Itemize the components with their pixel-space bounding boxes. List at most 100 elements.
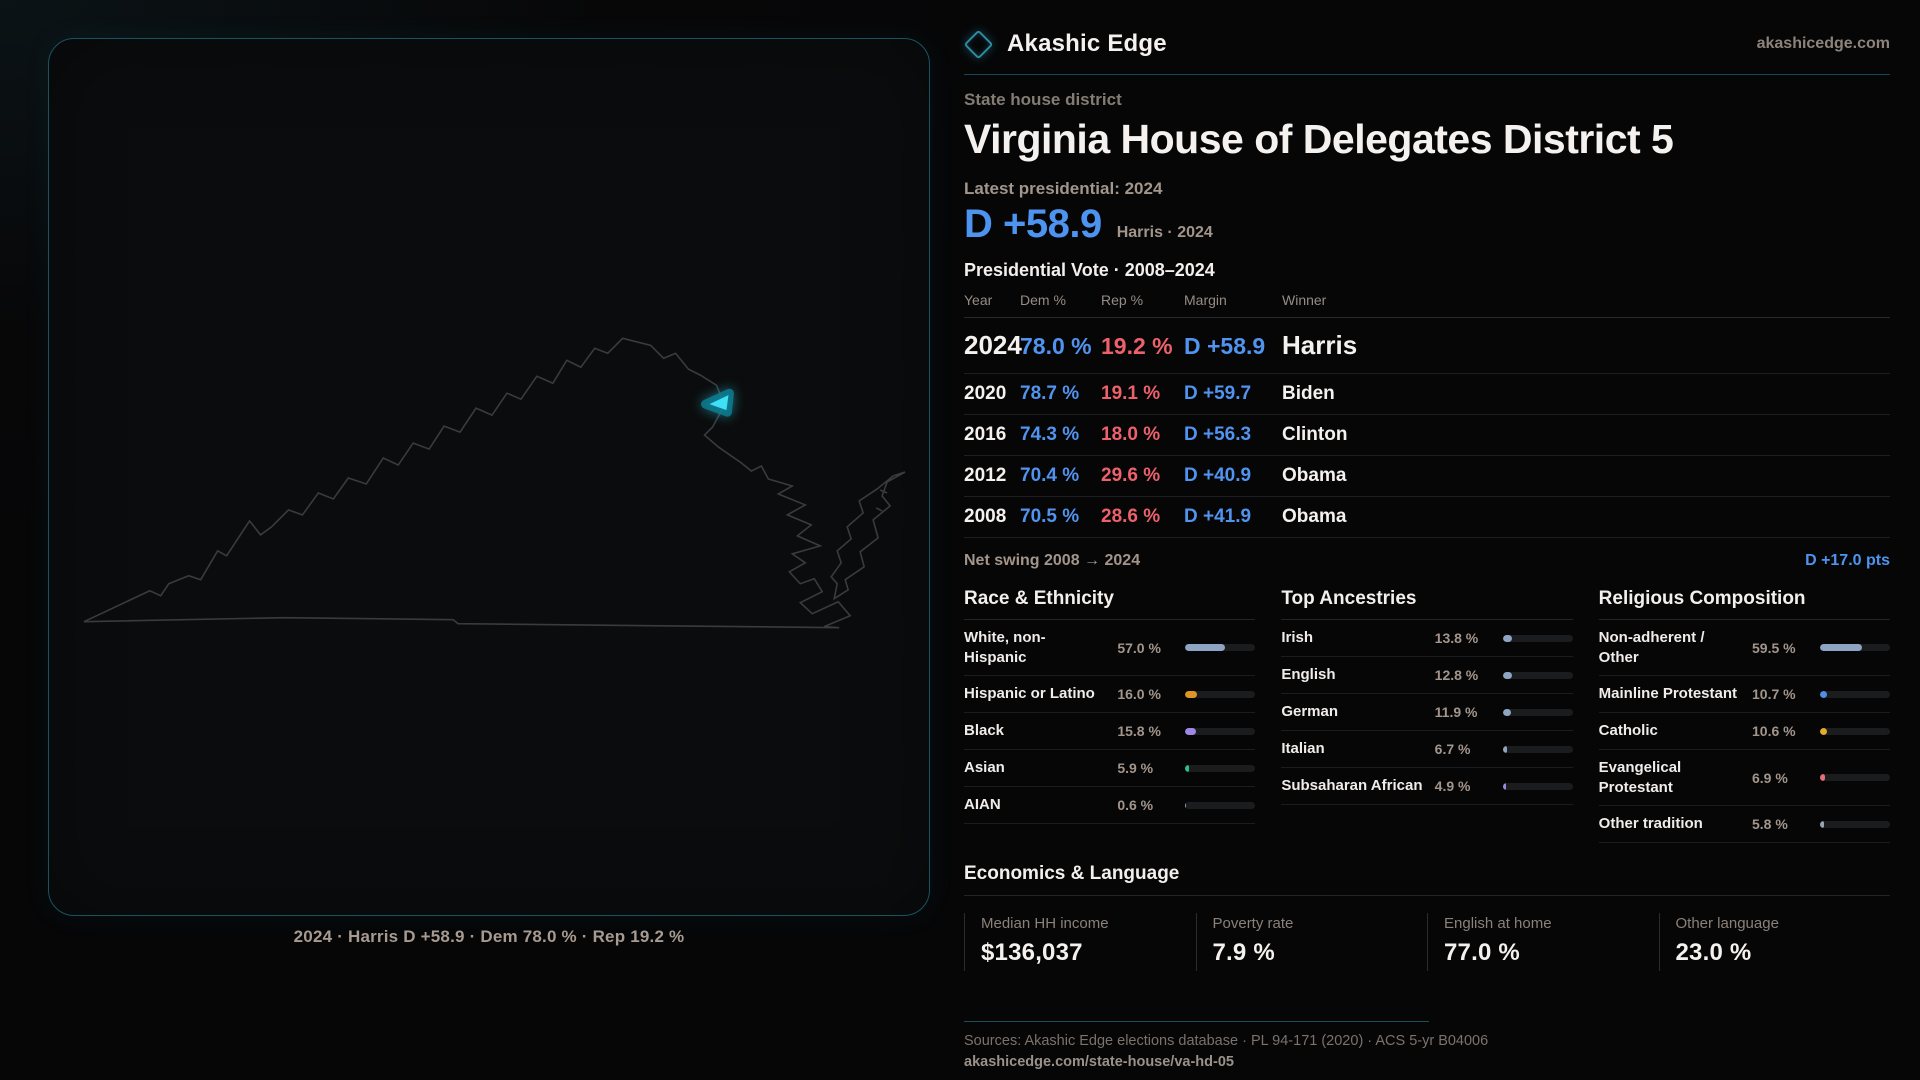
econ-stat-label: Median HH income	[981, 915, 1109, 933]
map-caption: 2024 · Harris D +58.9 · Dem 78.0 % · Rep…	[293, 927, 685, 946]
econ-stat-label: Poverty rate	[1212, 915, 1294, 933]
econ-stat-value: 77.0 %	[1444, 939, 1520, 967]
demo-bar-fill	[1502, 708, 1511, 716]
demo-bar-fill	[1820, 644, 1862, 652]
vote-year: 2020	[964, 383, 1007, 405]
vote-row-2024: 2024 78.0 % 19.2 % D +58.9 Harris	[964, 318, 1890, 375]
vote-dem-pct: 78.0 %	[1020, 333, 1092, 360]
vote-dem-pct: 74.3 %	[1020, 424, 1080, 446]
vote-dem-pct: 70.4 %	[1020, 465, 1080, 487]
demo-row-label: AIAN	[964, 796, 1001, 814]
bay-islands-path	[875, 489, 888, 512]
vote-margin: D +40.9	[1184, 465, 1252, 487]
demo-row: Subsaharan African 4.9 %	[1281, 768, 1573, 806]
demo-bar-fill	[1820, 727, 1828, 735]
demo-row: Mainline Protestant 10.7 %	[1598, 676, 1890, 714]
demo-section-title: Top Ancestries	[1281, 588, 1573, 621]
demo-row-label: English	[1281, 666, 1336, 684]
eastern-shore-path	[830, 471, 906, 601]
demo-row: White, non- Hispanic 57.0 %	[964, 620, 1256, 677]
vote-margin: D +58.9	[1184, 333, 1266, 360]
site-domain-link[interactable]: akashicedge.com	[1756, 35, 1890, 52]
demo-section-title: Religious Composition	[1598, 588, 1890, 621]
vote-rep-pct: 28.6 %	[1101, 506, 1161, 528]
demo-row-label: Non-adherent / Other	[1598, 629, 1705, 666]
net-swing-row: Net swing 2008 → 2024 D +17.0 pts	[964, 538, 1890, 574]
headline-margin-caption: Harris · 2024	[1116, 224, 1213, 242]
demo-row-value: 11.9 %	[1434, 704, 1478, 721]
economics-section-title: Economics & Language	[964, 863, 1890, 897]
vote-dem-pct: 78.7 %	[1020, 383, 1080, 405]
vote-rep-pct: 18.0 %	[1101, 424, 1161, 446]
demo-bar-track	[1820, 820, 1890, 828]
permalink-link[interactable]: akashicedge.com/state-house/va-hd-05	[964, 1054, 1234, 1071]
site-header: Akashic Edge akashicedge.com	[963, 29, 1890, 75]
akashic-diamond-logo-icon	[963, 29, 994, 59]
econ-stat-value: $136,037	[981, 939, 1083, 967]
demo-row: Hispanic or Latino 16.0 %	[964, 676, 1256, 714]
vote-winner: Obama	[1282, 506, 1347, 528]
econ-stat-label: Other language	[1675, 915, 1779, 933]
brand: Akashic Edge	[963, 29, 1167, 59]
demo-row: Evangelical Protestant 6.9 %	[1598, 750, 1890, 807]
sources-text: Sources: Akashic Edge elections database…	[964, 1033, 1489, 1050]
vote-rep-pct: 19.2 %	[1101, 333, 1173, 360]
headline-margin-row: D +58.9 Harris · 2024	[964, 202, 1890, 247]
district-type-kicker: State house district	[964, 90, 1122, 109]
demo-row-label: Evangelical Protestant	[1598, 759, 1682, 796]
demo-row-value: 16.0 %	[1117, 686, 1161, 703]
demo-bar-track	[1820, 727, 1890, 735]
demo-bar-track	[1185, 690, 1256, 698]
vote-year: 2024	[964, 330, 1022, 361]
demo-row: German 11.9 %	[1281, 694, 1573, 732]
demo-row-label: Catholic	[1598, 722, 1658, 740]
vote-col-year: Year	[964, 292, 993, 309]
econ-stat: English at home 77.0 %	[1427, 913, 1659, 972]
demo-bar-track	[1502, 745, 1573, 753]
demo-row-label: Subsaharan African	[1281, 777, 1423, 795]
vote-winner: Obama	[1282, 465, 1347, 487]
vote-row-2012: 2012 70.4 % 29.6 % D +40.9 Obama	[964, 456, 1890, 498]
demo-row: Catholic 10.6 %	[1598, 713, 1890, 751]
vote-table-rows: 2024 78.0 % 19.2 % D +58.9 Harris 2020 78.7 % 1…	[964, 318, 1890, 539]
econ-stat: Other language 23.0 %	[1658, 913, 1891, 972]
vote-winner: Harris	[1282, 330, 1358, 361]
vote-year: 2016	[964, 424, 1007, 446]
demo-bar-fill	[1185, 764, 1190, 772]
demo-bar-track	[1820, 774, 1890, 782]
state-outline	[83, 337, 906, 629]
demo-bar-fill	[1185, 727, 1197, 735]
demo-row-value: 5.8 %	[1752, 816, 1788, 833]
demo-section: Top Ancestries Irish 13.8 % English 12.8 % Ge…	[1281, 588, 1573, 806]
virginia-map	[83, 337, 906, 629]
demo-section-title: Race & Ethnicity	[964, 588, 1256, 621]
demo-row-value: 6.9 %	[1752, 769, 1788, 786]
demo-row-label: Hispanic or Latino	[964, 685, 1095, 703]
vote-col-margin: Margin	[1184, 292, 1227, 309]
demo-bar-track	[1502, 634, 1573, 642]
demo-bar-track	[1502, 708, 1573, 716]
vote-margin: D +59.7	[1184, 383, 1252, 405]
demo-row-label: Black	[964, 722, 1005, 740]
demo-section: Race & Ethnicity White, non- Hispanic 57.0…	[964, 588, 1256, 825]
demo-row-label: Asian	[964, 759, 1005, 777]
district-report: Akashic Edge akashicedge.com State house…	[963, 29, 1891, 1071]
district-map-panel	[48, 38, 930, 916]
vote-table-header: Year Dem % Rep % Margin Winner	[964, 292, 1890, 319]
demo-row-value: 59.5 %	[1752, 639, 1796, 656]
demo-row-value: 10.7 %	[1752, 686, 1796, 703]
demo-row: Other tradition 5.8 %	[1598, 806, 1890, 844]
demo-row-value: 0.6 %	[1117, 797, 1154, 814]
vote-col-rep: Rep %	[1101, 292, 1144, 309]
demo-row-value: 6.7 %	[1434, 741, 1471, 758]
demo-bar-track	[1820, 644, 1890, 652]
brand-name: Akashic Edge	[1007, 30, 1167, 57]
latest-presidential-label: Latest presidential: 2024	[964, 179, 1163, 199]
demo-row-label: Mainline Protestant	[1598, 685, 1738, 703]
district-shape	[709, 395, 729, 411]
state-outline-path	[83, 337, 852, 629]
demo-bar-fill	[1185, 690, 1197, 698]
vote-row-2020: 2020 78.7 % 19.1 % D +59.7 Biden	[964, 374, 1890, 416]
vote-row-2008: 2008 70.5 % 28.6 % D +41.9 Obama	[964, 497, 1890, 539]
